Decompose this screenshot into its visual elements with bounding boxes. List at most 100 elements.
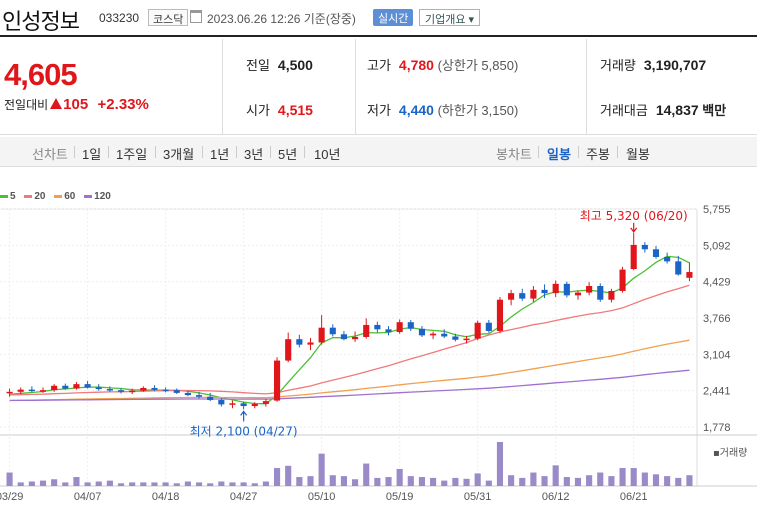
high-arrow-icon (630, 222, 638, 233)
candle (129, 390, 136, 393)
candle (664, 256, 671, 262)
volume-bar (463, 478, 470, 486)
y-tick-label: 5,092 (703, 240, 731, 252)
tab-3y[interactable]: 3년 (244, 147, 264, 162)
y-tick-label: 3,104 (703, 349, 731, 361)
stock-header: 인성정보 033230 코스닥 2023.06.26 12:26 기준(장중) … (0, 0, 757, 37)
volume-bar (641, 472, 648, 486)
line-chart-label: 선차트 (32, 147, 68, 162)
tab-1y[interactable]: 1년 (210, 147, 230, 162)
volume-bar (340, 476, 347, 486)
volume-bar (17, 482, 24, 486)
tab-1d[interactable]: 1일 (82, 147, 102, 162)
market-badge: 코스닥 (148, 9, 189, 26)
x-tick-label: 05/19 (386, 491, 414, 503)
divider (355, 39, 356, 135)
low-arrow-icon (240, 410, 248, 422)
candle (652, 249, 660, 257)
candle (552, 283, 559, 294)
candle (418, 328, 426, 336)
candle (195, 395, 203, 397)
tab-10y[interactable]: 10년 (314, 147, 341, 162)
volume-value: 거래량 3,190,707 (600, 57, 707, 73)
volume-bar (675, 477, 682, 486)
candle (586, 286, 593, 293)
stock-name: 인성정보 (2, 10, 80, 35)
volume-bar (664, 476, 671, 486)
volume-bar (151, 482, 158, 486)
volume-bar (418, 477, 426, 486)
x-tick-label: 06/12 (542, 491, 570, 503)
volume-bar (686, 475, 693, 486)
candle (430, 333, 437, 336)
candle (675, 261, 682, 275)
low-annotation: 최저 2,100 (04/27) (190, 424, 298, 438)
volume-bar (240, 482, 247, 486)
tab-daily[interactable]: 일봉 (547, 147, 571, 162)
change-percent: +2.33% (97, 96, 149, 113)
tab-3m[interactable]: 3개월 (163, 147, 195, 162)
candle (608, 290, 615, 300)
candle (630, 244, 637, 270)
candle (619, 269, 626, 291)
volume-bar (430, 477, 437, 486)
volume-bar (396, 468, 403, 486)
ma5-line (9, 255, 690, 405)
volume-bar (552, 465, 559, 486)
volume-bar (195, 482, 203, 486)
volume-bar (6, 472, 13, 486)
volume-bar (352, 479, 359, 486)
high-annotation: 최고 5,320 (06/20) (580, 209, 688, 223)
candle (140, 387, 147, 391)
ma120-line (9, 369, 690, 402)
candle (117, 390, 125, 392)
tab-1w[interactable]: 1주일 (116, 147, 148, 162)
volume-bar (374, 477, 381, 486)
candle (374, 324, 381, 330)
candle (363, 324, 370, 337)
candle (574, 292, 582, 296)
x-tick-label: 03/29 (0, 491, 23, 503)
candle (262, 401, 269, 404)
volume-bar (329, 475, 336, 486)
candle (563, 283, 570, 296)
candle (329, 327, 336, 335)
tab-weekly[interactable]: 주봉 (586, 147, 610, 162)
x-tick-label: 04/07 (74, 491, 102, 503)
x-tick-label: 04/18 (152, 491, 180, 503)
legend-ma20: 20 (24, 191, 45, 202)
volume-bar (563, 477, 570, 486)
candle (62, 385, 69, 389)
tab-monthly[interactable]: 월봉 (626, 147, 650, 162)
candle (28, 389, 35, 392)
volume-bar (441, 480, 448, 486)
candle (496, 299, 504, 331)
volume-label: ▪거래량 (713, 447, 747, 459)
volume-bar (485, 480, 492, 486)
candle (151, 387, 158, 390)
company-info-dropdown[interactable]: 기업개요 ▾ (419, 9, 481, 26)
tab-5y[interactable]: 5년 (278, 147, 298, 162)
calendar-icon (190, 10, 202, 23)
volume-bar (385, 477, 392, 486)
realtime-button[interactable]: 실시간 (373, 9, 414, 26)
trade-amount: 거래대금 14,837 백만 (600, 102, 727, 118)
volume-bar (273, 468, 281, 486)
volume-bar (73, 477, 80, 486)
volume-bar (296, 477, 303, 486)
volume-bar (519, 477, 526, 486)
stock-code: 033230 (99, 11, 140, 25)
candle (73, 384, 80, 389)
volume-bar (162, 482, 169, 486)
candle (285, 339, 292, 361)
candle (541, 289, 548, 294)
change-label: 전일대비 (4, 98, 49, 112)
quote-time: 2023.06.26 12:26 기준(장중) (207, 12, 356, 26)
volume-bar (51, 479, 58, 486)
x-tick-label: 05/31 (464, 491, 492, 503)
legend-ma120: 120 (84, 191, 111, 202)
volume-bar (62, 482, 69, 486)
volume-bar (28, 481, 35, 486)
candle (686, 272, 693, 278)
